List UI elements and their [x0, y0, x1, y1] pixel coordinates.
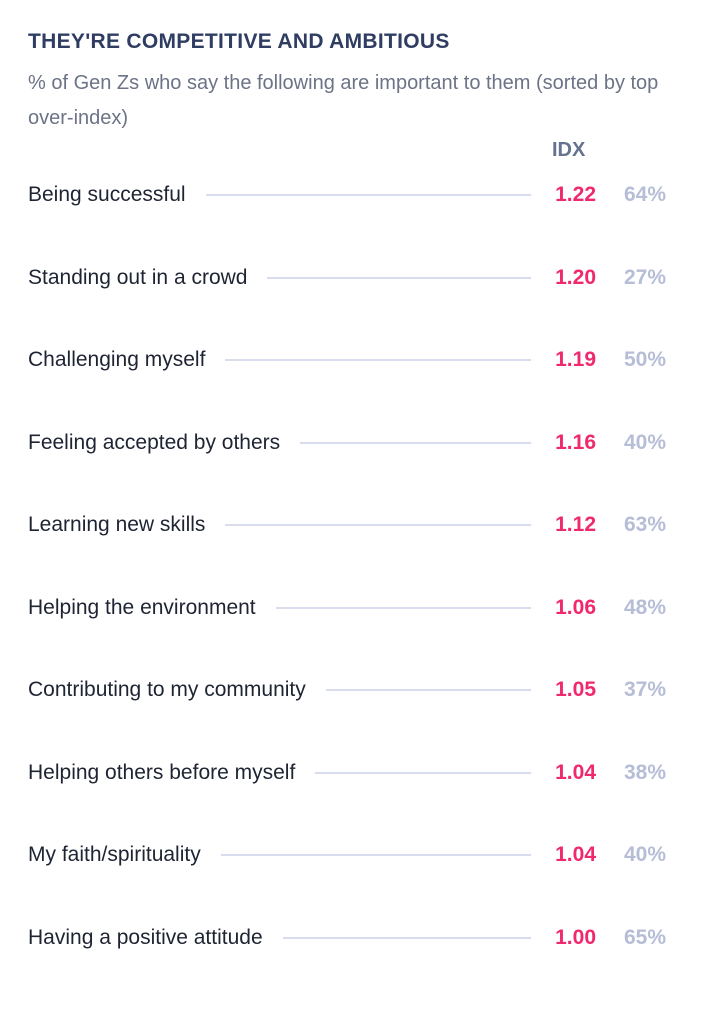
row-label: Helping the environment	[28, 595, 256, 619]
percent-value: 65%	[623, 925, 666, 949]
leader-line	[282, 936, 531, 939]
row-label: Having a positive attitude	[28, 925, 263, 949]
table-row: Feeling accepted by others 1.16 40%	[0, 423, 726, 463]
row-label: Contributing to my community	[28, 678, 306, 701]
idx-value: 1.19	[555, 348, 596, 371]
table-row: Being successful 1.22 64%	[0, 175, 726, 215]
table-row: Standing out in a crowd 1.20 27%	[0, 258, 726, 298]
percent-value: 40%	[623, 843, 666, 866]
percent-value: 27%	[623, 265, 666, 289]
row-label: Feeling accepted by others	[28, 430, 281, 454]
idx-value: 1.16	[555, 430, 596, 454]
table-row: Having a positive attitude 1.00 65%	[0, 918, 726, 958]
idx-value: 1.05	[555, 678, 596, 701]
idx-value: 1.04	[555, 843, 596, 866]
table-row: Challenging myself 1.19 50%	[0, 340, 726, 380]
row-label: Being successful	[28, 183, 186, 206]
chart-subtitle: % of Gen Zs who say the following are im…	[28, 72, 659, 129]
leader-line	[205, 194, 531, 196]
leader-line	[325, 689, 531, 691]
leader-line	[275, 606, 531, 609]
idx-value: 1.22	[555, 183, 596, 206]
leader-line	[315, 771, 531, 774]
table-row: Helping others before myself 1.04 38%	[0, 753, 726, 793]
table-row: Helping the environment 1.06 48%	[0, 588, 726, 628]
percent-value: 50%	[623, 348, 666, 371]
idx-value: 1.04	[555, 760, 596, 784]
leader-line	[267, 276, 531, 279]
table-row: Learning new skills 1.12 63%	[0, 505, 726, 545]
percent-value: 64%	[623, 183, 666, 206]
table-row: Contributing to my community 1.05 37%	[0, 670, 726, 710]
idx-value: 1.12	[555, 513, 596, 536]
idx-value: 1.00	[555, 925, 596, 949]
percent-value: 37%	[623, 678, 666, 701]
leader-line	[225, 359, 531, 361]
row-label: Challenging myself	[28, 348, 206, 371]
row-label: Standing out in a crowd	[28, 265, 248, 289]
percent-value: 63%	[623, 513, 666, 536]
percent-value: 38%	[623, 760, 666, 784]
table-row: My faith/spirituality 1.04 40%	[0, 835, 726, 875]
row-label: My faith/spirituality	[28, 843, 201, 866]
row-label: Helping others before myself	[28, 760, 296, 784]
leader-line	[300, 441, 531, 444]
leader-line	[225, 524, 531, 526]
row-label: Learning new skills	[28, 513, 206, 536]
idx-value: 1.20	[555, 265, 596, 289]
idx-column-header: IDX	[552, 139, 586, 161]
percent-value: 40%	[623, 430, 666, 454]
idx-value: 1.06	[555, 595, 596, 619]
chart-title: THEY'RE COMPETITIVE AND AMBITIOUS	[28, 30, 450, 53]
percent-value: 48%	[623, 595, 666, 619]
leader-line	[220, 854, 531, 856]
